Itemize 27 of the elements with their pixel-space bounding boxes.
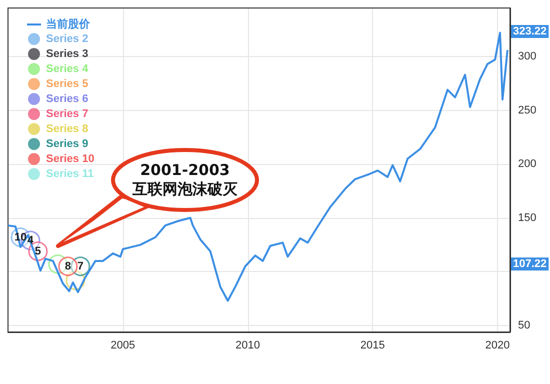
annotation: 2001-2003 互联网泡沫破灭 [132, 161, 238, 198]
annotation: 323.22 [513, 25, 547, 38]
legend-label: Series 11 [46, 168, 94, 180]
legend-label: Series 8 [46, 123, 88, 135]
legend-label: Series 3 [46, 48, 88, 60]
legend-label: Series 6 [46, 93, 88, 105]
y-tick-label: 150 [518, 212, 536, 224]
x-tick-label: 2010 [236, 340, 260, 352]
legend-label: Series 5 [46, 78, 88, 90]
y-tick-label: 300 [518, 50, 536, 62]
legend-label: Series 2 [46, 33, 88, 45]
y-tick-label: 50 [518, 320, 530, 332]
y-tick-label: 200 [518, 158, 536, 170]
annotation: 8 [64, 260, 72, 272]
line-series [7, 32, 509, 302]
annotation: 7 [77, 260, 84, 272]
x-tick-label: 2015 [360, 340, 385, 352]
y-tick-label: 250 [518, 104, 536, 116]
annotation: 107.22 [513, 258, 547, 270]
x-tick-label: 2005 [110, 340, 136, 352]
legend-label: 当前股价 [46, 18, 91, 30]
legend-label: Series 9 [46, 138, 88, 150]
annotation: 5 [34, 245, 42, 258]
legend-label: Series 4 [46, 63, 90, 75]
x-tick-label: 2020 [485, 340, 510, 352]
legend-label: Series 7 [46, 108, 88, 120]
legend-label: Series 10 [46, 153, 94, 165]
